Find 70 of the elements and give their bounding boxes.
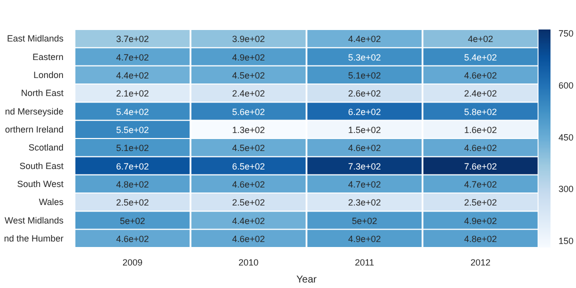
y-tick-label: North East [20, 88, 64, 98]
y-tick-label: Scotland [28, 142, 64, 153]
data-label: 7.6e+02 [464, 161, 497, 172]
data-label: 4.6e+02 [232, 234, 265, 244]
y-tick-label: London [33, 70, 64, 80]
data-label: 2.5e+02 [464, 198, 497, 208]
data-label: 1.3e+02 [232, 124, 265, 135]
data-label: 4.9e+02 [232, 52, 265, 62]
data-label: 5.1e+02 [116, 143, 149, 154]
x-axis-title: Year [296, 274, 318, 286]
data-label: 5.5e+02 [116, 124, 149, 135]
data-label: 7.3e+02 [348, 161, 381, 172]
data-label: 4.9e+02 [348, 234, 381, 244]
color-bar-label: 150 [558, 236, 574, 246]
data-label: 2.4e+02 [464, 88, 497, 99]
data-label: 6.5e+02 [232, 161, 265, 172]
data-label: 1.5e+02 [348, 124, 381, 135]
data-label: 2.5e+02 [116, 198, 149, 208]
data-label: 3.7e+02 [116, 34, 149, 44]
data-label: 4.4e+02 [232, 216, 265, 226]
x-tick-label: 2010 [238, 258, 259, 268]
color-bar-label: 450 [558, 132, 574, 142]
y-tick-label: South West [17, 178, 64, 189]
data-label: 4.5e+02 [232, 143, 265, 154]
data-label: 5.3e+02 [348, 52, 381, 62]
y-tick-label: nd the Humber [4, 233, 64, 244]
data-label: 4.7e+02 [348, 179, 381, 190]
data-label: 2.4e+02 [232, 88, 265, 99]
data-label: 5e+02 [120, 216, 146, 226]
data-label: 4.8e+02 [464, 234, 497, 244]
data-label: 1.6e+02 [464, 124, 497, 135]
data-label: 4.7e+02 [116, 52, 149, 62]
data-label: 4.6e+02 [464, 70, 497, 80]
data-label: 5.8e+02 [464, 106, 497, 117]
y-tick-label: orthern Ireland [4, 124, 64, 134]
data-label: 5.1e+02 [348, 70, 381, 80]
data-label: 4.6e+02 [232, 179, 265, 190]
data-label: 6.2e+02 [348, 106, 381, 117]
data-label: 4.8e+02 [116, 179, 149, 190]
data-label: 3.9e+02 [232, 34, 265, 44]
y-tick-label: West Midlands [4, 215, 64, 226]
color-bar-label: 750 [558, 28, 574, 38]
data-label: 4.6e+02 [348, 143, 381, 154]
y-tick-label: Wales [38, 197, 64, 208]
y-tick-label: nd Merseyside [4, 106, 64, 116]
data-label: 5e+02 [352, 216, 378, 226]
data-label: 5.6e+02 [232, 106, 265, 117]
color-bar-label: 300 [558, 184, 574, 194]
data-label: 4.6e+02 [464, 143, 497, 154]
data-label: 4.4e+02 [116, 70, 149, 80]
y-tick-label: Eastern [32, 52, 64, 62]
data-label: 4.4e+02 [348, 34, 381, 44]
x-tick-label: 2012 [470, 258, 491, 268]
x-tick-label: 2011 [354, 258, 374, 268]
data-label: 4.9e+02 [464, 216, 497, 226]
data-label: 2.3e+02 [348, 198, 381, 208]
data-label: 5.4e+02 [116, 106, 149, 117]
color-bar-label: 600 [558, 80, 574, 90]
data-label: 2.5e+02 [232, 198, 265, 208]
data-label: 5.4e+02 [464, 52, 497, 62]
data-label: 4.6e+02 [116, 234, 149, 244]
data-label: 4.7e+02 [464, 179, 497, 190]
data-label: 6.7e+02 [116, 161, 149, 172]
data-label: 4e+02 [468, 34, 494, 44]
y-tick-label: South East [19, 160, 64, 171]
x-tick-label: 2009 [122, 258, 143, 268]
data-label: 2.6e+02 [348, 88, 381, 99]
data-label: 2.1e+02 [116, 88, 149, 99]
data-label: 4.5e+02 [232, 70, 265, 80]
y-tick-label: East Midlands [6, 34, 64, 44]
